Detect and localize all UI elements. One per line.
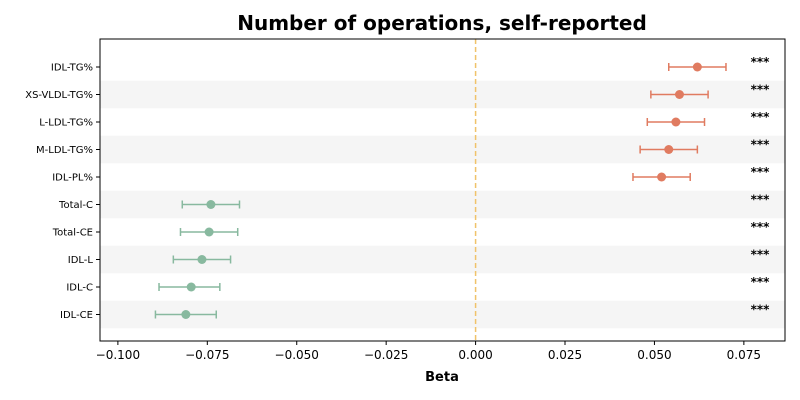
x-tick-label: 0.075 bbox=[727, 348, 761, 362]
y-tick-label: IDL-L bbox=[68, 255, 94, 266]
estimate-point bbox=[181, 310, 191, 319]
x-tick-label: −0.075 bbox=[185, 348, 229, 362]
significance-label: *** bbox=[751, 165, 771, 179]
significance-label: *** bbox=[751, 110, 771, 124]
significance-label: *** bbox=[751, 138, 771, 152]
y-tick-label: M-LDL-TG% bbox=[36, 145, 93, 156]
x-tick-label: −0.050 bbox=[275, 348, 319, 362]
estimate-point bbox=[692, 62, 702, 72]
significance-label: *** bbox=[751, 275, 771, 289]
y-tick-label: IDL-TG% bbox=[51, 63, 93, 74]
estimate-point bbox=[206, 200, 216, 209]
estimate-point bbox=[204, 227, 214, 237]
estimate-point bbox=[671, 117, 681, 127]
estimate-point bbox=[674, 90, 684, 99]
error-bars bbox=[154, 63, 727, 319]
y-tick-label: Total-CE bbox=[52, 228, 93, 239]
significance-label: *** bbox=[751, 55, 771, 69]
estimate-point bbox=[197, 255, 207, 264]
plot-frame bbox=[99, 38, 786, 342]
x-tick-label: −0.100 bbox=[96, 348, 140, 362]
estimate-points bbox=[181, 62, 702, 319]
significance-label: *** bbox=[751, 248, 771, 262]
y-tick-label: IDL-PL% bbox=[52, 173, 93, 184]
y-tick-label: XS-VLDL-TG% bbox=[25, 90, 93, 101]
y-axis: IDL-TG% XS-VLDL-TG% L-LDL-TG% M-LDL-TG% IDL-… bbox=[25, 63, 100, 321]
y-tick-label: Total-C bbox=[58, 200, 93, 211]
y-tick-label: IDL-CE bbox=[60, 310, 93, 321]
y-tick-label: IDL-C bbox=[66, 283, 93, 294]
significance-label: *** bbox=[751, 193, 771, 207]
x-tick-label: 0.000 bbox=[458, 348, 492, 362]
estimate-point bbox=[664, 145, 674, 154]
significance-label: *** bbox=[751, 303, 771, 317]
chart-title: Number of operations, self-reported bbox=[237, 11, 647, 35]
estimate-point bbox=[186, 282, 196, 292]
significance-labels: *** *** *** *** *** *** *** *** *** *** bbox=[751, 55, 771, 317]
x-axis-label: Beta bbox=[425, 370, 459, 385]
significance-label: *** bbox=[751, 220, 771, 234]
x-tick-label: −0.025 bbox=[364, 348, 408, 362]
y-tick-label: L-LDL-TG% bbox=[39, 118, 93, 129]
significance-label: *** bbox=[751, 83, 771, 97]
x-tick-label: 0.050 bbox=[637, 348, 671, 362]
x-tick-label: 0.025 bbox=[548, 348, 582, 362]
estimate-point bbox=[657, 172, 667, 182]
x-axis: −0.100 −0.075 −0.050 −0.025 0.000 0.025 0.050 0… bbox=[96, 341, 761, 362]
